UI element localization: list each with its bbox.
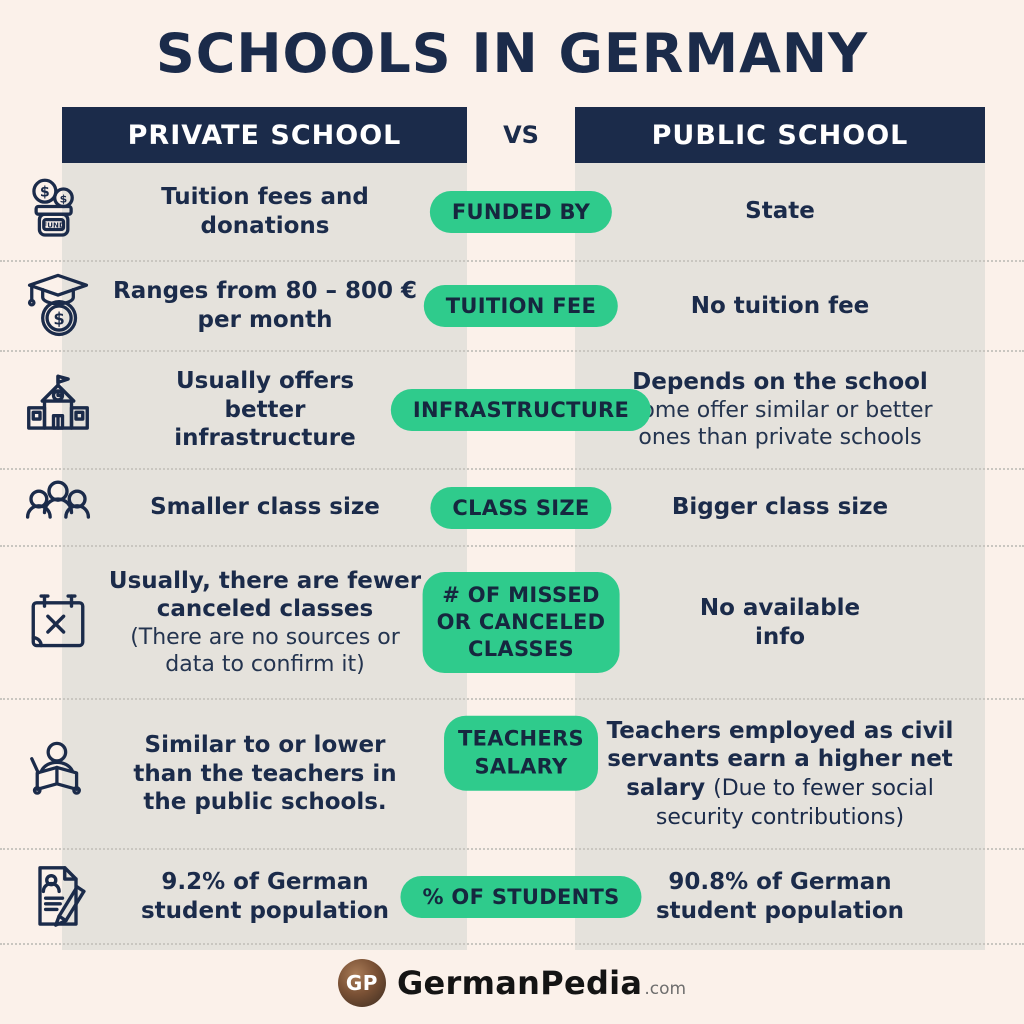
private-infrastructure-text: Usually offers better infrastructure	[174, 368, 356, 452]
row-tuition-fee: $ Ranges from 80 – 800 € per month TUITI…	[0, 262, 1024, 352]
calendar-x-icon	[14, 547, 102, 698]
public-teachers-salary-text: Teachers employed as civil servants earn…	[583, 700, 977, 848]
vs-label: VS	[503, 121, 539, 149]
public-column-strip: PUBLIC SCHOOL	[575, 107, 985, 950]
private-school-header: PRIVATE SCHOOL	[62, 107, 467, 163]
private-tuition-fee-text: Ranges from 80 – 800 € per month	[112, 278, 418, 333]
private-canceled-classes-text: Usually, there are fewer canceled classe…	[70, 547, 460, 698]
private-funded-by-text: Tuition fees and donations	[161, 183, 369, 239]
public-percent-students-text: 90.8% of German student population	[655, 868, 905, 924]
svg-text:FUND: FUND	[42, 220, 65, 229]
svg-text:$: $	[60, 192, 68, 205]
svg-text:$: $	[53, 310, 64, 329]
germanpedia-logo: GP	[337, 959, 386, 1007]
private-canceled-bold: Usually, there are fewer canceled classe…	[108, 567, 422, 623]
percent-students-badge: % OF STUDENTS	[400, 875, 642, 918]
teacher-reading-icon	[14, 700, 102, 848]
public-infrastructure-note: Some offer similar or better ones than p…	[627, 397, 933, 451]
private-canceled-note: (There are no sources or data to confirm…	[130, 624, 400, 678]
private-class-size-text: Smaller class size	[150, 494, 380, 521]
school-building-icon	[14, 352, 102, 468]
public-salary-note: (Due to fewer social security contributi…	[655, 776, 934, 830]
public-salary-bold: Teachers employed as civil servants earn…	[606, 717, 954, 801]
comparison-rows: $ $ FUND Tuition fees and donations FUND…	[0, 163, 1024, 945]
public-infrastructure-bold: Depends on the school	[632, 369, 928, 396]
public-tuition-fee-text: No tuition fee	[690, 292, 870, 319]
row-infrastructure: Usually offers better infrastructure INF…	[0, 352, 1024, 470]
footer: GP GermanPedia .com	[0, 952, 1024, 1014]
infrastructure-badge: INFRASTRUCTURE	[390, 389, 652, 431]
graduation-cap-coin-icon: $	[14, 262, 102, 350]
public-infrastructure-text: Depends on the school Some offer similar…	[583, 352, 977, 468]
brand-name: GermanPedia	[396, 964, 643, 1002]
public-canceled-classes-text: No available info	[699, 594, 861, 650]
page-title: SCHOOLS IN GERMANY	[155, 22, 869, 85]
row-percent-students: 9.2% of German student population % OF S…	[0, 850, 1024, 945]
public-class-size-text: Bigger class size	[671, 494, 889, 521]
svg-text:$: $	[40, 184, 50, 200]
fund-jar-icon: $ $ FUND	[14, 163, 102, 260]
tuition-fee-badge: TUITION FEE	[423, 285, 619, 327]
row-class-size: Smaller class size CLASS SIZE Bigger cla…	[0, 470, 1024, 547]
brand-wordmark: GermanPedia .com	[397, 964, 686, 1002]
teachers-salary-badge: TEACHERS SALARY	[444, 715, 598, 791]
logo-gp-text: GP	[345, 971, 378, 995]
class-size-badge: CLASS SIZE	[430, 486, 612, 529]
private-column-strip: PRIVATE SCHOOL	[62, 107, 467, 950]
student-document-icon	[14, 850, 102, 943]
brand-tld: .com	[644, 979, 687, 999]
public-funded-by-text: State	[745, 198, 815, 225]
private-percent-students-text: 9.2% of German student population	[140, 868, 390, 924]
funded-by-badge: FUNDED BY	[429, 190, 613, 233]
private-teachers-salary-text: Similar to or lower than the teachers in…	[133, 732, 397, 816]
row-teachers-salary: Similar to or lower than the teachers in…	[0, 700, 1024, 850]
people-group-icon	[14, 470, 102, 545]
canceled-classes-badge: # OF MISSED OR CANCELED CLASSES	[422, 571, 620, 674]
public-school-header: PUBLIC SCHOOL	[575, 107, 985, 163]
row-funded-by: $ $ FUND Tuition fees and donations FUND…	[0, 163, 1024, 262]
row-canceled-classes: Usually, there are fewer canceled classe…	[0, 547, 1024, 700]
